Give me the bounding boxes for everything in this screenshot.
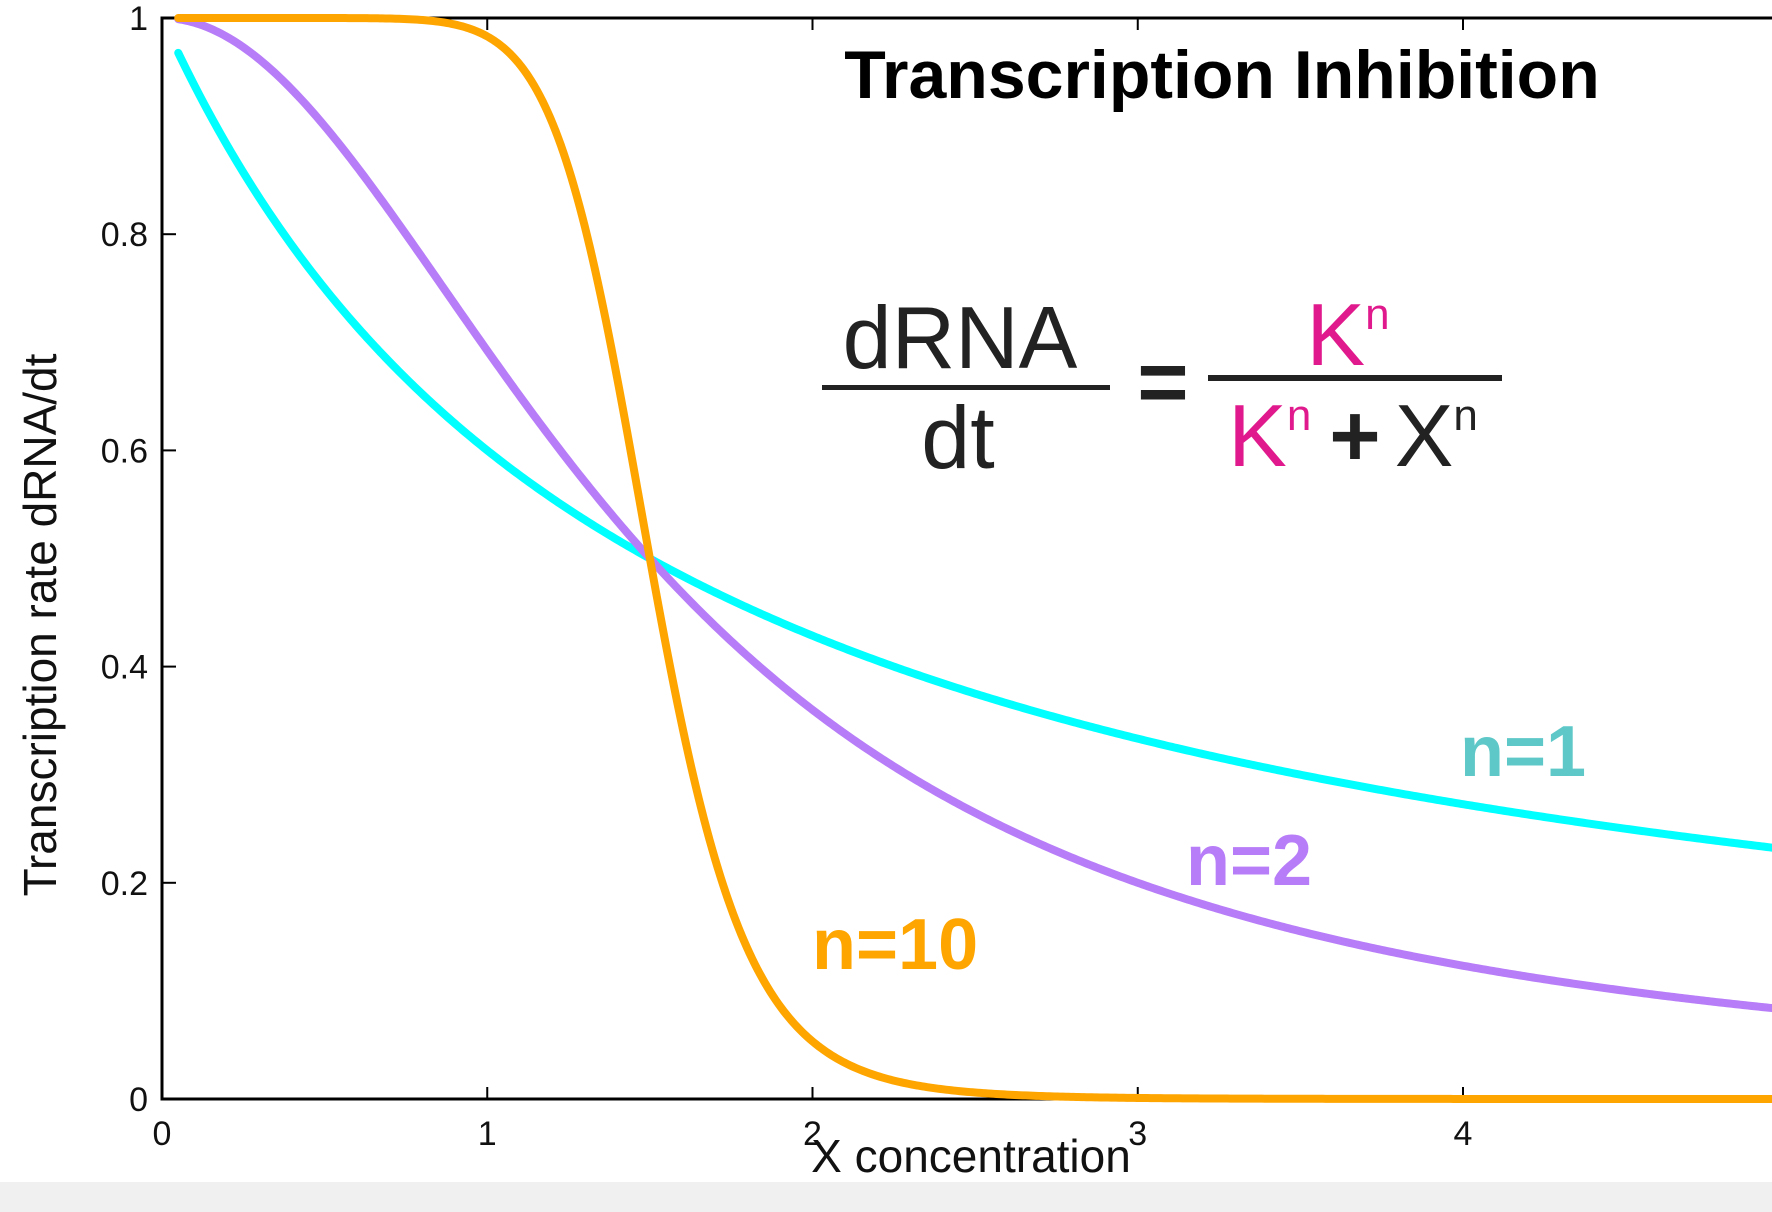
equation-rhs-numerator: Kn	[1306, 285, 1389, 384]
equation-rhs-den-plus: +	[1329, 386, 1380, 485]
series-labels: n=1 n=2 n=10	[812, 712, 1586, 985]
bottom-strip	[0, 1182, 1772, 1212]
series-label-n=10: n=10	[812, 905, 978, 985]
x-tick-label: 2	[803, 1115, 822, 1153]
equation-equals: =	[1137, 332, 1188, 431]
plot-frame	[160, 16, 1772, 1101]
y-tick-label: 0	[129, 1081, 148, 1119]
equation-rhs-den-exp2: n	[1453, 391, 1477, 440]
equation-rhs-denominator: Kn + Xn	[1228, 386, 1478, 485]
series-lines	[174, 14, 1772, 1103]
equation-rhs-den-base1: K	[1228, 386, 1287, 485]
y-axis-label: Transcription rate dRNA/dt	[14, 353, 66, 896]
ticks: 0 1 2 3 4 0 0.2 0.4 0.6 0.8 1	[101, 0, 1473, 1153]
equation-rhs-den-exp1: n	[1287, 391, 1311, 440]
equation: dRNA dt = Kn Kn + Xn	[822, 285, 1502, 487]
series-line-n=2	[174, 15, 1772, 1013]
equation-lhs-fraction-bar	[822, 385, 1110, 390]
equation-rhs-num-base: K	[1306, 285, 1365, 384]
series-label-n=2: n=2	[1186, 821, 1312, 901]
equation-lhs-denominator: dt	[921, 388, 994, 487]
equation-rhs-num-exp: n	[1365, 290, 1389, 339]
series-line-n=1	[174, 48, 1772, 852]
x-tick-label: 4	[1454, 1115, 1473, 1153]
axes	[160, 16, 1772, 1101]
equation-lhs-numerator: dRNA	[843, 288, 1078, 387]
y-tick-label: 0.6	[101, 432, 148, 470]
y-tick-label: 0.4	[101, 649, 148, 687]
x-tick-label: 0	[153, 1115, 172, 1153]
chart: 0 1 2 3 4 0 0.2 0.4 0.6 0.8 1 Transcription Inhibi…	[14, 0, 1772, 1182]
chart-title: Transcription Inhibition	[844, 37, 1600, 113]
x-tick-label: 1	[478, 1115, 497, 1153]
y-tick-label: 1	[129, 0, 148, 38]
y-tick-label: 0.8	[101, 216, 148, 254]
series-label-n=1: n=1	[1460, 712, 1586, 792]
y-tick-label: 0.2	[101, 865, 148, 903]
equation-rhs-den-base2: X	[1395, 386, 1454, 485]
x-axis-label: X concentration	[811, 1130, 1131, 1182]
series-line-n=10	[174, 14, 1772, 1103]
equation-rhs-fraction-bar	[1208, 375, 1502, 381]
x-tick-label: 3	[1128, 1115, 1147, 1153]
